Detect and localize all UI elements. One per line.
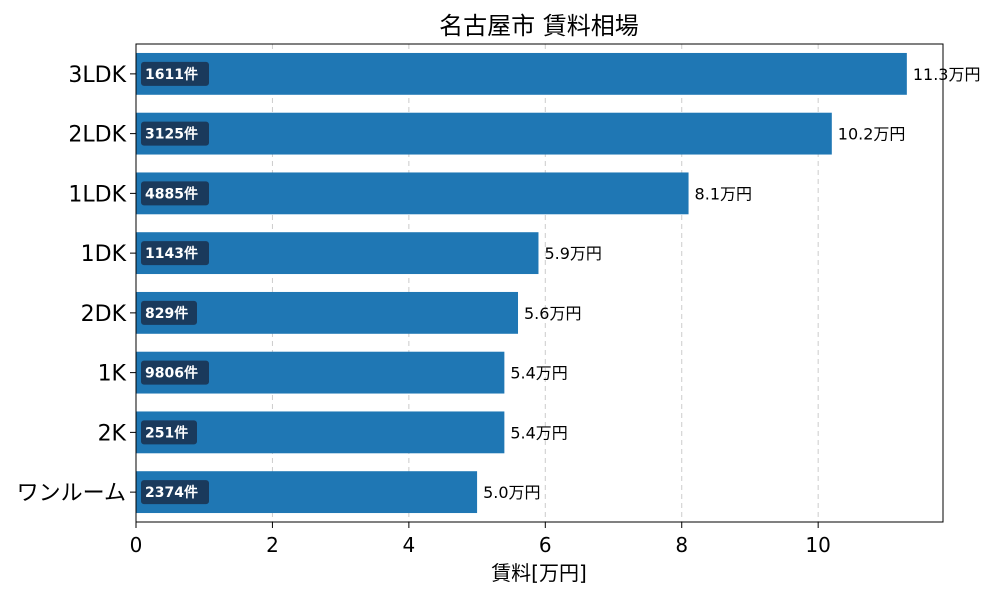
value-label: 5.4万円 <box>510 423 567 442</box>
count-badge <box>141 300 197 325</box>
value-label: 8.1万円 <box>695 184 752 203</box>
plot-frame <box>135 43 944 523</box>
x-tick-label: 8 <box>675 533 688 557</box>
count-label: 1143件 <box>145 245 198 262</box>
value-label: 5.4万円 <box>510 364 567 383</box>
value-label: 10.2万円 <box>838 125 906 144</box>
x-axis-label: 賃料[万円] <box>491 561 587 585</box>
count-badge <box>141 61 209 86</box>
x-axis-ticks: 0 2 4 6 8 10 <box>130 522 831 557</box>
count-badge <box>141 181 209 206</box>
category-label: 2K <box>98 421 127 446</box>
bars: 1611件 11.3万円 3125件 10.2万円 4885件 8.1万円 1143件 5.9… <box>136 52 981 514</box>
value-label: 11.3万円 <box>913 65 981 84</box>
x-tick-label: 2 <box>266 533 279 557</box>
count-label: 4885件 <box>145 185 198 202</box>
x-tick-label: 10 <box>805 533 830 557</box>
count-label: 9806件 <box>145 365 198 382</box>
count-badge <box>141 360 209 385</box>
value-label: 5.9万円 <box>544 244 601 263</box>
count-label: 2374件 <box>145 484 198 501</box>
count-label: 1611件 <box>145 66 198 83</box>
category-label: ワンルーム <box>17 481 126 506</box>
category-label: 1LDK <box>68 182 126 207</box>
x-tick-label: 4 <box>402 533 415 557</box>
category-label: 2DK <box>81 302 127 327</box>
x-tick-label: 0 <box>130 533 143 557</box>
count-label: 3125件 <box>145 126 198 143</box>
chart-title: 名古屋市 賃料相場 <box>439 12 639 40</box>
value-label: 5.0万円 <box>483 483 540 502</box>
category-label: 1DK <box>81 242 127 267</box>
y-axis-categories: 3LDK 2LDK 1LDK 1DK 2DK 1K 2K ワンルーム <box>17 63 136 506</box>
bar <box>136 291 519 334</box>
count-label: 829件 <box>145 305 188 322</box>
count-badge <box>141 420 197 445</box>
x-tick-label: 6 <box>539 533 552 557</box>
bar <box>136 52 907 95</box>
count-badge <box>141 121 209 146</box>
count-label: 251件 <box>145 424 188 441</box>
bar <box>136 172 689 215</box>
value-label: 5.6万円 <box>524 304 581 323</box>
count-badge <box>141 480 209 505</box>
category-label: 3LDK <box>68 63 126 88</box>
category-label: 2LDK <box>68 123 126 148</box>
count-badge <box>141 241 209 266</box>
bar <box>136 411 505 454</box>
category-label: 1K <box>98 362 127 387</box>
bar <box>136 112 832 155</box>
